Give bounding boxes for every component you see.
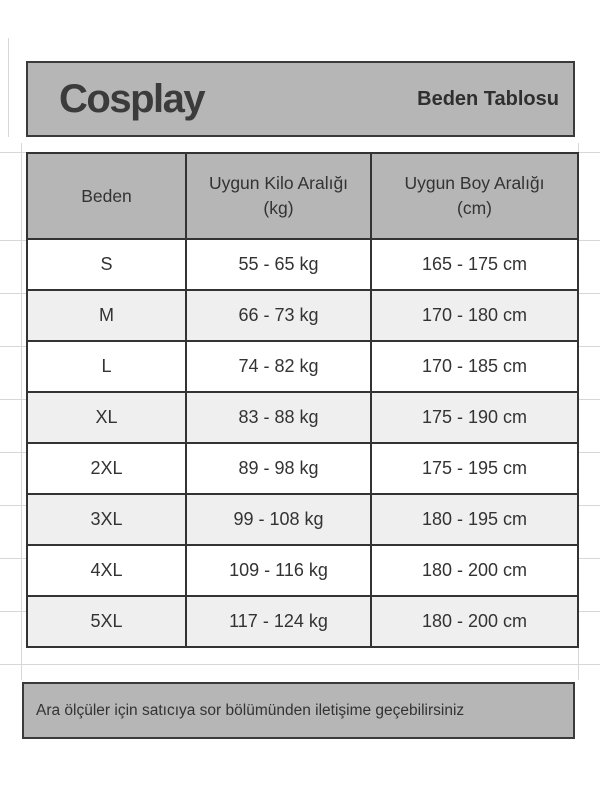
brand-logo: Cosplay — [59, 77, 206, 121]
height-range-cell: 180 - 200 cm — [370, 544, 579, 597]
table-row: 3XL 99 - 108 kg 180 - 195 cm — [26, 493, 579, 546]
height-range-cell: 170 - 185 cm — [370, 340, 579, 393]
size-cell: 5XL — [26, 595, 187, 648]
table-row: XL 83 - 88 kg 175 - 190 cm — [26, 391, 579, 444]
weight-range-cell: 89 - 98 kg — [185, 442, 372, 495]
col-header-boy: Uygun Boy Aralığı (cm) — [370, 152, 579, 240]
size-cell: S — [26, 238, 187, 291]
table-row: 2XL 89 - 98 kg 175 - 195 cm — [26, 442, 579, 495]
brand-header-panel: Cosplay Beden Tablosu — [26, 61, 575, 137]
size-table-header: Beden Uygun Kilo Aralığı (kg) Uygun Boy … — [26, 152, 579, 240]
weight-range-cell: 83 - 88 kg — [185, 391, 372, 444]
ghost-grid-line — [21, 143, 22, 680]
table-row: 5XL 117 - 124 kg 180 - 200 cm — [26, 595, 579, 648]
page-title: Beden Tablosu — [417, 87, 559, 110]
ghost-grid-line — [578, 143, 579, 680]
table-row: S 55 - 65 kg 165 - 175 cm — [26, 238, 579, 291]
size-cell: 4XL — [26, 544, 187, 597]
weight-range-cell: 55 - 65 kg — [185, 238, 372, 291]
col-header-title: Beden — [81, 185, 132, 206]
height-range-cell: 180 - 195 cm — [370, 493, 579, 546]
weight-range-cell: 109 - 116 kg — [185, 544, 372, 597]
weight-range-cell: 117 - 124 kg — [185, 595, 372, 648]
size-cell: 3XL — [26, 493, 187, 546]
weight-range-cell: 66 - 73 kg — [185, 289, 372, 342]
col-header-title: Uygun Kilo Aralığı — [208, 173, 349, 193]
col-header-unit: (kg) — [263, 198, 294, 218]
height-range-cell: 175 - 195 cm — [370, 442, 579, 495]
col-header-kilo: Uygun Kilo Aralığı (kg) — [185, 152, 372, 240]
col-header-title: Uygun Boy Aralığı — [404, 173, 545, 193]
footer-note: Ara ölçüler için satıcıya sor bölümünden… — [36, 701, 465, 719]
size-cell: XL — [26, 391, 187, 444]
table-row: 4XL 109 - 116 kg 180 - 200 cm — [26, 544, 579, 597]
table-row: M 66 - 73 kg 170 - 180 cm — [26, 289, 579, 342]
size-cell: L — [26, 340, 187, 393]
weight-range-cell: 99 - 108 kg — [185, 493, 372, 546]
col-header-unit: (cm) — [457, 198, 492, 218]
size-cell: M — [26, 289, 187, 342]
col-header-beden: Beden — [26, 152, 187, 240]
table-row: L 74 - 82 kg 170 - 185 cm — [26, 340, 579, 393]
size-table: Beden Uygun Kilo Aralığı (kg) Uygun Boy … — [26, 152, 579, 648]
footer-note-panel: Ara ölçüler için satıcıya sor bölümünden… — [22, 682, 575, 739]
height-range-cell: 170 - 180 cm — [370, 289, 579, 342]
size-cell: 2XL — [26, 442, 187, 495]
header-row: Beden Uygun Kilo Aralığı (kg) Uygun Boy … — [26, 152, 579, 240]
ghost-grid-line — [8, 38, 9, 137]
height-range-cell: 175 - 190 cm — [370, 391, 579, 444]
size-table-body: S 55 - 65 kg 165 - 175 cm M 66 - 73 kg 1… — [26, 238, 579, 648]
ghost-grid-line — [0, 664, 600, 665]
height-range-cell: 165 - 175 cm — [370, 238, 579, 291]
height-range-cell: 180 - 200 cm — [370, 595, 579, 648]
weight-range-cell: 74 - 82 kg — [185, 340, 372, 393]
